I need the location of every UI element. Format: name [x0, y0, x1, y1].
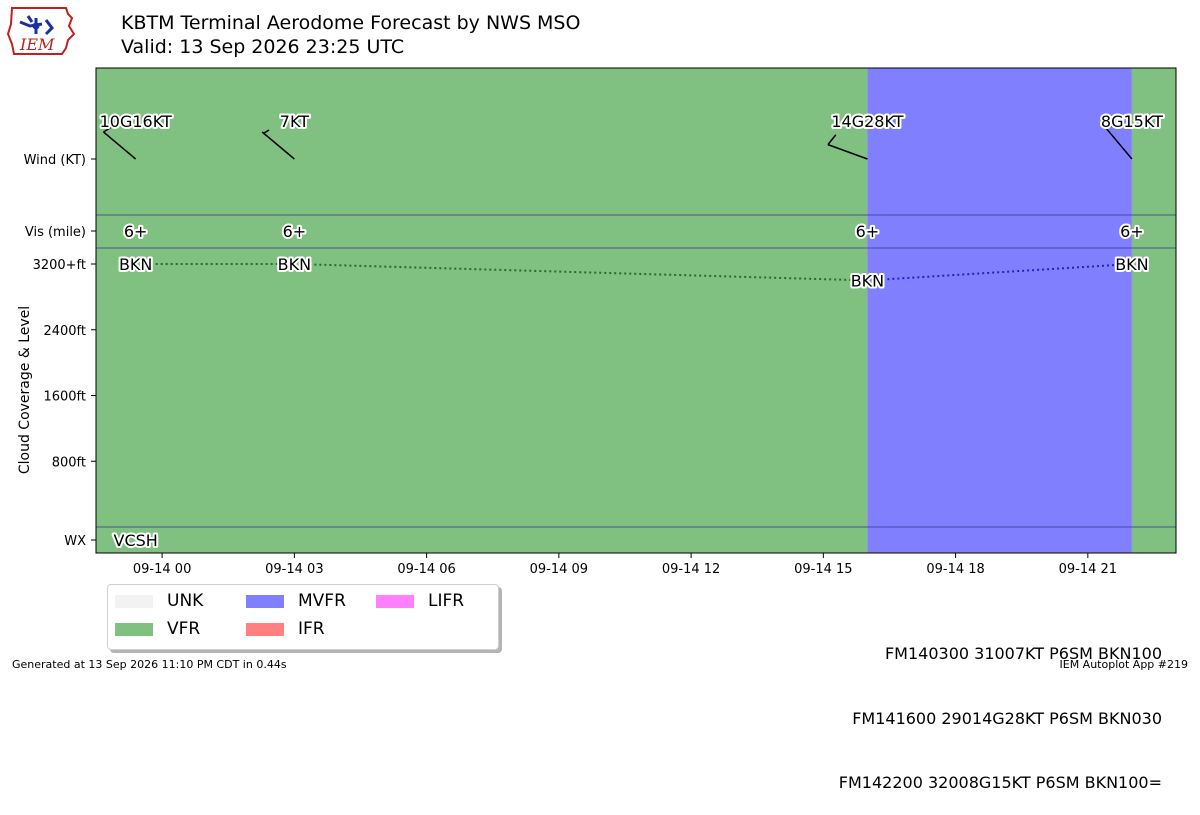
legend-item-unk: UNK [115, 589, 203, 613]
wind-barb-shaft [103, 131, 137, 160]
visibility-label: 6+ [1120, 222, 1144, 241]
y-tick-label: 3200+ft [33, 258, 86, 273]
legend-item-lifr: LIFR [376, 589, 464, 613]
sky-cover-label: BKN [278, 255, 311, 274]
wind-barb-shaft [1104, 126, 1133, 160]
legend-label-mvfr: MVFR [298, 591, 346, 611]
legend-swatch-mvfr [246, 594, 284, 608]
wind-label: 8G15KT [1101, 112, 1163, 131]
wind-barb [827, 134, 868, 160]
x-tick-label: 09-14 06 [397, 562, 455, 577]
visibility-label: 6+ [856, 222, 880, 241]
iem-logo: IEM [6, 7, 76, 55]
wind-barb-shaft [261, 131, 295, 160]
taf-line-3: FM142200 32008G15KT P6SM BKN100= [838, 773, 1162, 792]
legend-swatch-ifr [246, 622, 284, 636]
legend-item-vfr: VFR [115, 617, 200, 641]
category-band-vfr [96, 68, 868, 553]
category-band-vfr [1131, 68, 1176, 553]
x-tick-label: 09-14 21 [1059, 562, 1117, 577]
taf-chart: Wind (KT) Vis (mile) 3200+ft 2400ft 1600ft 80… [17, 67, 1177, 577]
legend-label-ifr: IFR [298, 619, 325, 639]
cloud-level-line [294, 263, 868, 282]
taf-line-2: FM141600 29014G28KT P6SM BKN030 [852, 708, 1162, 728]
visibility-label: 6+ [283, 222, 307, 241]
legend-label-lifr: LIFR [428, 591, 465, 611]
legend-item-mvfr: MVFR [246, 589, 346, 613]
weather-label: VCSH [114, 531, 158, 550]
wind-label: 7KT [280, 112, 309, 131]
y-tick-label: Wind (KT) [24, 153, 86, 168]
taf-line-1: FM140300 31007KT P6SM BKN100 [884, 644, 1162, 663]
wind-barb-feather [263, 129, 270, 134]
legend-label-vfr: VFR [167, 619, 201, 639]
footer-generated: Generated at 13 Sep 2026 11:10 PM CDT in… [12, 658, 287, 671]
wind-barb [261, 129, 295, 160]
cloud-level-line [867, 263, 1132, 282]
footer-app: IEM Autoplot App #219 [1059, 658, 1189, 671]
y-tick-label: 2400ft [43, 324, 86, 339]
wind-barb-shaft [827, 143, 868, 160]
wind-label: 14G28KT [831, 112, 903, 131]
x-tick-label: 09-14 03 [265, 562, 323, 577]
legend-swatch-lifr [376, 594, 414, 608]
chart-subtitle: Valid: 13 Sep 2026 23:25 UTC [121, 36, 405, 58]
logo-text: IEM [19, 35, 55, 54]
y-tick-label: 1600ft [43, 390, 86, 405]
y-tick-label: WX [64, 534, 86, 549]
taf-text: FM140300 31007KT P6SM BKN100 FM141600 29… [839, 600, 1162, 815]
wind-label: 10G16KT [100, 112, 172, 131]
wind-barb-feather [827, 134, 837, 146]
legend-label-unk: UNK [167, 591, 204, 611]
sky-cover-label: BKN [119, 255, 152, 274]
legend-item-ifr: IFR [246, 617, 325, 641]
wind-barb-feather [1105, 125, 1113, 130]
sky-cover-label: BKN [1115, 255, 1148, 274]
x-tick-label: 09-14 15 [794, 562, 852, 577]
x-tick-label: 09-14 18 [926, 562, 984, 577]
x-tick-label: 09-14 09 [530, 562, 588, 577]
legend-swatch-unk [115, 594, 153, 608]
chart-title: KBTM Terminal Aerodome Forecast by NWS M… [121, 12, 581, 34]
y-tick-label: 800ft [52, 455, 86, 470]
legend-swatch-vfr [115, 622, 153, 636]
visibility-label: 6+ [124, 222, 148, 241]
wind-barb [103, 124, 137, 160]
wind-barb-feather [103, 124, 115, 133]
sky-cover-label: BKN [851, 271, 884, 290]
x-tick-label: 09-14 12 [662, 562, 720, 577]
y-axis-label: Cloud Coverage & Level [17, 306, 33, 474]
x-tick-label: 09-14 00 [133, 562, 191, 577]
y-tick-label: Vis (mile) [25, 225, 86, 240]
legend: UNK MVFR LIFR VFR IFR [107, 584, 499, 650]
category-band-mvfr [867, 68, 1132, 553]
wind-barb [1104, 125, 1133, 160]
